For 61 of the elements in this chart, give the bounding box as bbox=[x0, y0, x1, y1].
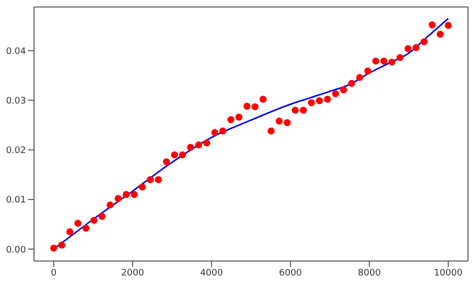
point bbox=[98, 212, 106, 220]
x-tick-label: 8000 bbox=[358, 268, 382, 278]
point bbox=[66, 228, 74, 236]
point bbox=[428, 21, 436, 28]
point bbox=[130, 191, 138, 198]
point bbox=[332, 90, 340, 98]
point bbox=[356, 74, 364, 81]
point bbox=[74, 220, 82, 227]
point bbox=[179, 151, 186, 158]
point bbox=[284, 119, 291, 126]
point bbox=[171, 151, 178, 158]
point bbox=[138, 184, 146, 191]
x-tick-label: 0 bbox=[50, 268, 57, 278]
point bbox=[154, 176, 162, 184]
x-tick-label: 10000 bbox=[434, 268, 463, 278]
point bbox=[195, 141, 202, 148]
x-tick-label: 6000 bbox=[279, 268, 302, 278]
point bbox=[114, 194, 122, 202]
point bbox=[340, 86, 348, 94]
point bbox=[90, 216, 98, 224]
point bbox=[203, 139, 210, 146]
point bbox=[243, 102, 250, 110]
point bbox=[420, 38, 428, 46]
point bbox=[316, 97, 323, 104]
point bbox=[412, 44, 420, 52]
point bbox=[268, 128, 275, 135]
y-tick-label: 0.03 bbox=[6, 96, 26, 106]
point bbox=[82, 224, 90, 232]
point bbox=[187, 144, 194, 151]
x-tick-label: 2000 bbox=[121, 268, 144, 278]
point bbox=[219, 128, 226, 135]
point bbox=[396, 54, 404, 62]
point bbox=[388, 58, 396, 66]
point bbox=[162, 158, 170, 166]
point bbox=[146, 176, 154, 184]
y-tick-label: 0.01 bbox=[6, 196, 26, 206]
y-tick-label: 0.02 bbox=[6, 146, 26, 156]
point bbox=[227, 116, 234, 124]
point bbox=[106, 201, 114, 208]
point bbox=[300, 106, 307, 114]
y-tick-label: 0.04 bbox=[6, 46, 26, 57]
point bbox=[324, 96, 331, 103]
point bbox=[404, 45, 412, 52]
point bbox=[364, 67, 372, 74]
point bbox=[58, 242, 66, 249]
x-tick-label: 4000 bbox=[200, 268, 224, 278]
point bbox=[276, 118, 283, 125]
point bbox=[50, 244, 58, 252]
point bbox=[348, 80, 356, 87]
point bbox=[292, 106, 299, 114]
point bbox=[122, 191, 130, 198]
point bbox=[260, 96, 267, 103]
y-tick-label: 0.00 bbox=[6, 245, 26, 256]
point bbox=[235, 114, 242, 121]
point bbox=[308, 99, 315, 106]
point bbox=[444, 22, 452, 29]
point bbox=[211, 129, 218, 136]
point bbox=[380, 58, 388, 65]
point bbox=[436, 30, 444, 38]
point bbox=[252, 103, 259, 110]
point bbox=[372, 58, 380, 65]
